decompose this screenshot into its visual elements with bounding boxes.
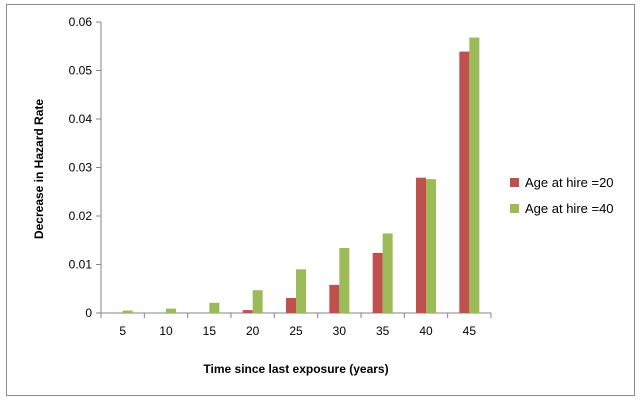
y-tick-label: 0.06 xyxy=(69,15,93,29)
legend-label: Age at hire =40 xyxy=(525,201,614,216)
bar-age-40 xyxy=(469,37,480,314)
x-tick-label: 35 xyxy=(376,324,390,338)
x-tick-label: 40 xyxy=(419,324,433,338)
bar-age-20 xyxy=(286,297,296,313)
x-tick-label: 10 xyxy=(159,324,173,338)
x-tick-label: 25 xyxy=(289,324,303,338)
bar-age-40 xyxy=(209,302,220,313)
legend-swatch xyxy=(510,178,519,187)
bar-age-40 xyxy=(252,290,263,313)
bar-age-20 xyxy=(242,310,253,313)
bar-age-40 xyxy=(382,233,393,313)
legend-label: Age at hire =20 xyxy=(525,175,614,190)
bar-age-20 xyxy=(329,284,340,313)
x-tick-label: 5 xyxy=(119,324,126,338)
bar-age-20 xyxy=(459,51,470,314)
bar-age-20 xyxy=(372,252,383,313)
bar-age-40 xyxy=(339,248,350,313)
y-axis-title: Decrease in Hazard Rate xyxy=(32,99,46,239)
x-axis-title: Time since last exposure (years) xyxy=(203,362,388,376)
plot-area: 0 0.01 0.02 0.03 0.04 0.05 0.06 5 10 15 20 25 30 35 40… xyxy=(69,15,492,338)
chart-frame xyxy=(6,4,635,396)
y-tick-label: 0.04 xyxy=(69,112,93,126)
legend: Age at hire =20 Age at hire =40 xyxy=(510,175,614,216)
bar-age-40 xyxy=(426,179,436,313)
bar-age-40 xyxy=(122,310,133,313)
bar-age-20 xyxy=(416,177,426,313)
x-tick-label: 45 xyxy=(463,324,477,338)
x-tick-label: 30 xyxy=(333,324,347,338)
y-tick-label: 0.02 xyxy=(69,209,93,223)
x-tick-label: 20 xyxy=(246,324,260,338)
legend-swatch xyxy=(510,204,519,213)
y-tick-label: 0.05 xyxy=(69,64,93,78)
y-tick-label: 0 xyxy=(85,306,92,320)
y-tick-label: 0.01 xyxy=(69,258,93,272)
y-tick-label: 0.03 xyxy=(69,161,93,175)
bar-age-40 xyxy=(296,269,306,313)
bar-age-40 xyxy=(166,308,176,313)
x-tick-label: 15 xyxy=(203,324,217,338)
